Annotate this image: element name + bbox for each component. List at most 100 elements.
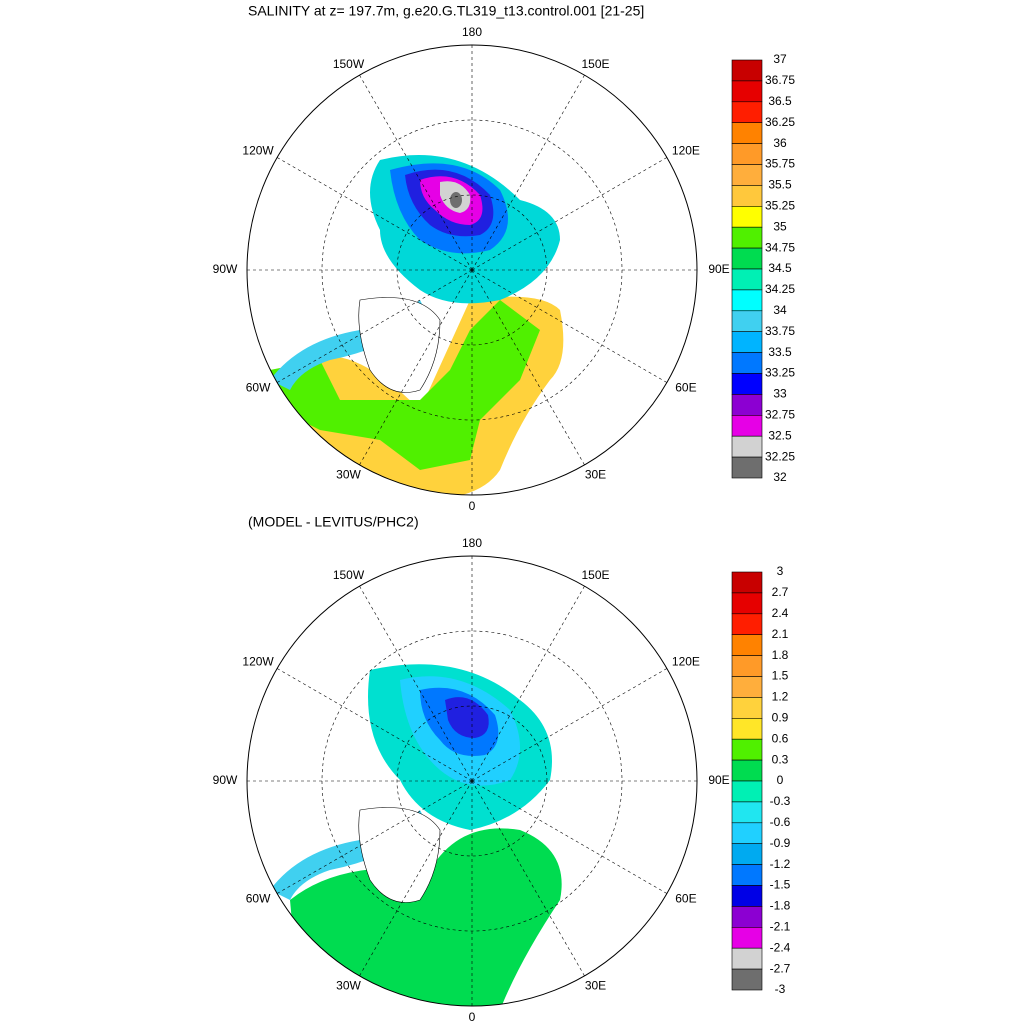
longitude-label: 120E — [672, 655, 700, 669]
meridian — [276, 269, 473, 383]
colorbar-label: 34 — [773, 303, 787, 317]
meridian — [359, 74, 473, 271]
longitude-label: 180 — [462, 536, 482, 550]
meridian — [471, 780, 585, 977]
meridian — [276, 157, 473, 271]
colorbar-box — [731, 352, 763, 374]
colorbar-label: 33.75 — [765, 324, 795, 338]
colorbar-label: 32.75 — [765, 407, 795, 421]
colorbar-label: -0.6 — [770, 815, 791, 829]
colorbar-box — [731, 247, 763, 270]
meridian — [471, 585, 585, 782]
colorbar-label: 2.1 — [772, 627, 789, 641]
longitude-label: 150E — [581, 568, 609, 582]
colorbar-box — [731, 80, 763, 103]
colorbar-label: 35.5 — [768, 178, 792, 192]
colorbar-box — [731, 164, 763, 186]
colorbar-box — [731, 592, 763, 615]
meridian — [471, 668, 668, 782]
colorbar-box — [731, 822, 763, 844]
colorbar-label: 33 — [773, 387, 787, 401]
panel-title: SALINITY at z= 197.7m, g.e20.G.TL319_t13… — [248, 3, 644, 19]
colorbar-label: 32.25 — [765, 449, 795, 463]
colorbar-label: 36.25 — [765, 115, 795, 129]
colorbar-label: 33.5 — [768, 345, 792, 359]
colorbar-label: 34.5 — [768, 261, 792, 275]
colorbar-label: 37 — [773, 52, 787, 66]
colorbar-box — [731, 947, 763, 970]
colorbar-label: 1.5 — [772, 669, 789, 683]
colorbar-box — [731, 414, 763, 437]
panel-title: (MODEL - LEVITUS/PHC2) — [248, 514, 419, 530]
colorbar-box — [731, 759, 763, 782]
colorbar-label: 3 — [777, 564, 784, 578]
colorbar-box — [731, 655, 763, 677]
colorbar-box — [731, 843, 763, 865]
longitude-label: 30W — [336, 978, 361, 992]
colorbar-box — [731, 634, 763, 656]
colorbar-label: 35.25 — [765, 198, 795, 212]
longitude-label: 0 — [469, 499, 476, 513]
longitude-label: 120E — [672, 144, 700, 158]
colorbar-label: -2.1 — [770, 919, 791, 933]
colorbar-box — [731, 206, 763, 228]
longitude-label: 150E — [581, 57, 609, 71]
longitude-label: 30E — [585, 467, 606, 481]
colorbar-label: 1.8 — [772, 648, 789, 662]
colorbar-box — [731, 968, 763, 991]
longitude-label: 150W — [333, 568, 365, 582]
colorbar-label: 32.5 — [768, 428, 792, 442]
colorbar-box — [731, 613, 763, 635]
longitude-label: 60E — [675, 381, 696, 395]
colorbar-box — [731, 864, 763, 886]
meridian — [471, 157, 668, 271]
colorbar-label: 36.75 — [765, 73, 795, 87]
colorbar-box — [731, 697, 763, 719]
longitude-label: 90E — [708, 773, 729, 787]
colorbar-box — [731, 394, 763, 416]
colorbar-box — [731, 780, 763, 803]
colorbar-label: 32 — [773, 470, 787, 484]
colorbar-label: 2.7 — [772, 585, 789, 599]
colorbar-box — [731, 738, 763, 761]
colorbar-box — [731, 289, 763, 312]
colorbar-label: 0.6 — [772, 731, 789, 745]
map-border — [246, 44, 698, 496]
longitude-label: 90W — [213, 773, 238, 787]
colorbar-label: 0.9 — [772, 710, 789, 724]
colorbar-box — [731, 926, 763, 949]
meridian — [276, 780, 473, 894]
colorbar-label: 33.25 — [765, 366, 795, 380]
colorbar-box — [731, 226, 763, 249]
longitude-label: 30W — [336, 467, 361, 481]
colorbar-label: 0.3 — [772, 752, 789, 766]
colorbar-label: -0.9 — [770, 836, 791, 850]
colorbar-box — [731, 885, 763, 907]
colorbar-box — [731, 331, 763, 353]
colorbar-label: 35.75 — [765, 157, 795, 171]
colorbar-box — [731, 801, 763, 824]
meridian — [471, 74, 585, 271]
longitude-label: 90E — [708, 262, 729, 276]
meridian — [471, 269, 668, 383]
colorbar-label: -2.7 — [770, 961, 791, 975]
colorbar-label: -3 — [775, 982, 786, 996]
longitude-label: 60E — [675, 892, 696, 906]
colorbar-label: 36 — [773, 136, 787, 150]
colorbar-label: -1.5 — [770, 878, 791, 892]
colorbar-box — [731, 59, 763, 82]
longitude-label: 120W — [242, 144, 274, 158]
colorbar-label: 2.4 — [772, 606, 789, 620]
colorbar-box — [731, 906, 763, 928]
colorbar-box — [731, 101, 763, 124]
colorbar-box — [731, 717, 763, 740]
meridian — [471, 780, 668, 894]
meridian — [359, 585, 473, 782]
colorbar-box — [731, 310, 763, 332]
longitude-label: 180 — [462, 25, 482, 39]
colorbar-label: 34.25 — [765, 282, 795, 296]
colorbar-label: 0 — [777, 773, 784, 787]
colorbar-box — [731, 122, 763, 144]
meridian — [471, 269, 585, 466]
